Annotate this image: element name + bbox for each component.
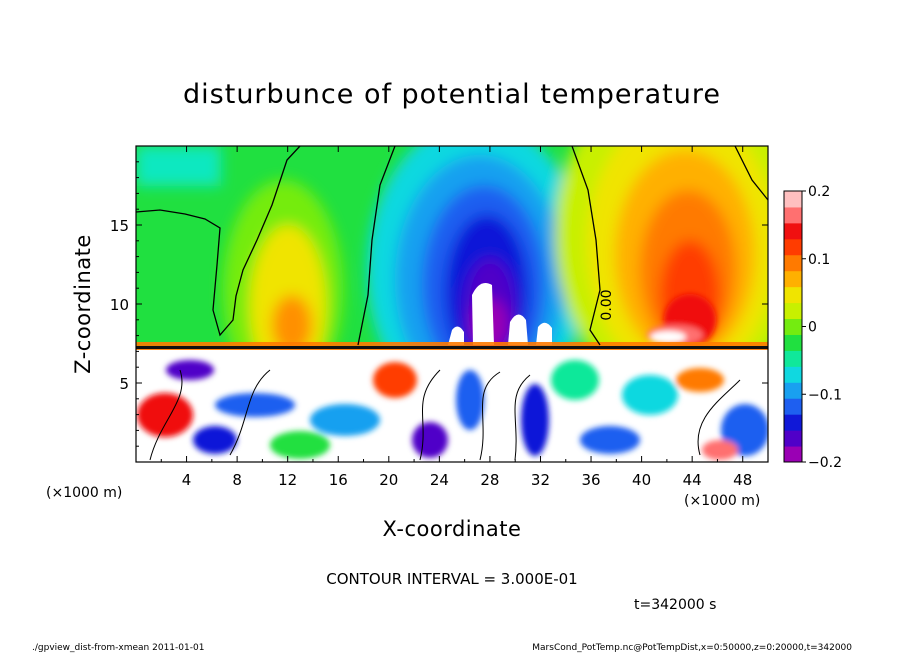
y-tick-label-2: 15: [110, 217, 129, 235]
colorbar-swatch-5: [784, 366, 802, 383]
colorbar-swatch-7: [784, 334, 802, 351]
blob-green-2: [551, 360, 599, 400]
x-tick-label-5: 24: [430, 471, 449, 489]
colorbar-label-0: 0.2: [808, 184, 830, 200]
x-unit-label-left: (×1000 m): [46, 485, 122, 501]
colorbar-label-3: −0.1: [808, 387, 842, 403]
colorbar-swatch-10: [784, 286, 802, 304]
colorbar-swatch-6: [784, 350, 802, 367]
field-hot-white: [650, 331, 686, 343]
contour-right: [734, 146, 768, 201]
blob-red-2: [373, 362, 417, 398]
colorbar-swatch-4: [784, 382, 802, 399]
contour-interval-text: CONTOUR INTERVAL = 3.000E-01: [326, 570, 577, 588]
field-cold-white-plume: [472, 282, 494, 345]
field-cold-white-blob-2: [536, 322, 552, 345]
blob-blue-5: [580, 426, 640, 454]
y-tick-label-1: 10: [110, 296, 129, 314]
colorbar-swatch-3: [784, 398, 802, 415]
chart-title: disturbunce of potential temperature: [183, 79, 721, 110]
x-axis: 4 8 12 16 20 24 28 32 36 40 44 48: [160, 146, 752, 489]
x-unit-label-right: (×1000 m): [684, 493, 760, 509]
y-axis-label: Z-coordinate: [71, 234, 95, 374]
x-tick-label-7: 32: [531, 471, 550, 489]
field-warm-lobe-orange: [272, 295, 312, 355]
colorbar-swatch-11: [784, 270, 802, 288]
colorbar-swatch-12: [784, 254, 802, 272]
heatmap-field: 0.00: [136, 146, 768, 462]
blob-blue-2: [215, 393, 295, 417]
blob-cyan-2: [622, 375, 678, 415]
x-tick-label-0: 4: [182, 471, 192, 489]
blob-pink-1: [702, 440, 738, 460]
colorbar-label-4: −0.2: [808, 455, 842, 471]
blob-blue-4: [521, 384, 549, 456]
blob-red-1: [137, 393, 193, 437]
colorbar-label-2: 0: [808, 320, 817, 336]
blob-orange-1: [676, 368, 724, 392]
colorbar-swatch-2: [784, 414, 802, 431]
contour-label: 0.00: [599, 289, 615, 320]
y-tick-label-0: 5: [119, 375, 129, 393]
x-tick-label-1: 8: [232, 471, 242, 489]
blob-green-1: [270, 431, 330, 459]
blob-cyan-1: [310, 404, 380, 436]
colorbar-swatch-15: [784, 206, 802, 224]
colorbar-swatch-9: [784, 302, 802, 320]
footer-left-text: ./gpview_dist-from-xmean 2011-01-01: [32, 643, 204, 653]
x-tick-label-4: 20: [379, 471, 398, 489]
blob-blue-1: [193, 426, 237, 454]
x-tick-label-10: 44: [683, 471, 702, 489]
x-axis-label: X-coordinate: [383, 517, 522, 541]
contour-mid-right: [571, 146, 601, 346]
colorbar-label-1: 0.1: [808, 252, 830, 268]
x-tick-label-6: 28: [480, 471, 499, 489]
blob-blue-3: [456, 370, 484, 430]
contour-left: [136, 146, 301, 337]
x-tick-label-8: 36: [581, 471, 600, 489]
x-tick-label-3: 16: [329, 471, 348, 489]
turbulent-contours: [149, 369, 741, 461]
colorbar-swatch-16: [784, 191, 802, 208]
colorbar: 0.2 0.1 0 −0.1 −0.2: [783, 184, 842, 471]
field-cold-white-blob-3: [448, 326, 464, 345]
x-tick-label-11: 48: [733, 471, 752, 489]
turbulent-layer: [136, 342, 768, 462]
blob-violet-1: [412, 422, 448, 458]
colorbar-swatch-8: [784, 318, 802, 335]
footer-right-text: MarsCond_PotTemp.nc@PotTempDist,x=0:5000…: [532, 643, 852, 653]
colorbar-swatch-0: [784, 446, 802, 463]
boundary-contours: [136, 346, 768, 349]
colorbar-swatch-13: [784, 238, 802, 256]
blob-violet-2: [166, 360, 214, 380]
field-cyan-corner: [136, 146, 221, 186]
x-tick-label-9: 40: [632, 471, 651, 489]
y-axis: 5 10 15: [110, 161, 768, 447]
colorbar-swatch-1: [784, 430, 802, 447]
time-text: t=342000 s: [634, 597, 716, 613]
colorbar-swatch-14: [784, 222, 802, 240]
contour-mid-left: [357, 146, 396, 346]
x-tick-label-2: 12: [278, 471, 297, 489]
field-cold-white-blob: [508, 314, 528, 345]
